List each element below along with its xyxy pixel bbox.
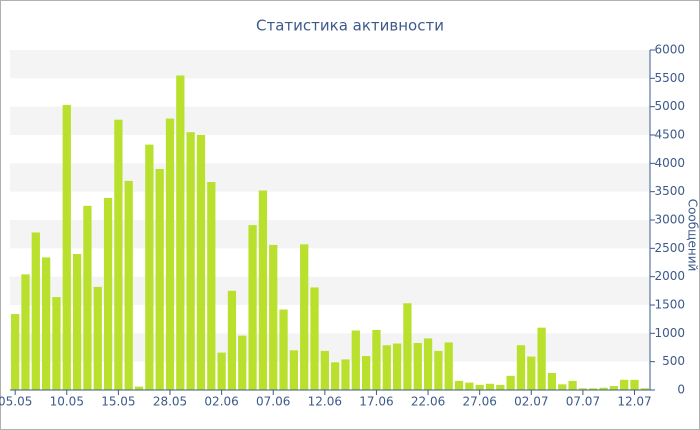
bar [134, 386, 144, 390]
bar [465, 382, 474, 390]
x-tick-label: 27.06 [462, 395, 496, 409]
x-tick-label: 28.05 [153, 395, 187, 409]
bar [62, 104, 71, 390]
y-tick-label: 4500 [654, 128, 685, 142]
bar [527, 356, 536, 390]
x-tick-label: 07.06 [256, 395, 290, 409]
bar [630, 379, 639, 390]
x-tick-label: 15.05 [101, 395, 135, 409]
bar [83, 205, 92, 390]
bar [196, 135, 206, 390]
bar [351, 330, 360, 390]
bar [454, 380, 464, 390]
bar [537, 327, 546, 390]
bar [362, 356, 371, 390]
bar [382, 345, 391, 390]
chart-title: Статистика активности [256, 17, 444, 35]
x-tick-label: 02.07 [514, 395, 548, 409]
bar [114, 119, 123, 390]
grid-band [10, 50, 650, 79]
y-tick-label: 1500 [654, 298, 685, 312]
bar [310, 287, 319, 390]
bar [331, 362, 340, 390]
y-tick-label: 500 [662, 354, 685, 368]
bar [238, 335, 247, 390]
grid-band [10, 106, 650, 135]
bar [341, 359, 350, 390]
x-tick-label: 02.06 [204, 395, 238, 409]
bar [207, 182, 216, 390]
grid-band [10, 163, 650, 192]
y-tick-label: 4000 [654, 156, 685, 170]
bar [269, 244, 278, 390]
bar [475, 384, 484, 390]
bar [392, 343, 402, 390]
bar [217, 352, 226, 390]
bar [300, 244, 309, 390]
bar [568, 380, 577, 390]
bar [423, 338, 433, 390]
bar [403, 303, 412, 390]
bar [52, 297, 61, 390]
bar [227, 290, 237, 390]
bar [31, 232, 40, 390]
bar [124, 180, 133, 390]
bar [93, 286, 102, 390]
y-tick-label: 6000 [654, 43, 685, 57]
bar [279, 309, 288, 390]
y-tick-label: 0 [677, 383, 685, 397]
bar [186, 132, 195, 390]
bar [609, 386, 618, 390]
x-tick-label: 12.07 [617, 395, 651, 409]
bar [516, 345, 526, 390]
bar [42, 257, 51, 390]
bar [21, 274, 30, 390]
x-tick-label: 22.06 [411, 395, 445, 409]
bar [413, 342, 422, 390]
bar [547, 373, 557, 390]
bar [155, 169, 164, 390]
bar [165, 118, 175, 391]
bar [620, 379, 629, 390]
bar [320, 350, 329, 390]
bar [496, 384, 505, 390]
bar [578, 388, 588, 390]
bar [11, 314, 20, 390]
bar [558, 384, 567, 390]
bar [248, 225, 257, 390]
x-tick-label: 12.06 [308, 395, 342, 409]
y-tick-label: 5500 [654, 71, 685, 85]
bar [599, 387, 608, 390]
x-tick-label: 05.05 [0, 395, 32, 409]
bar [485, 383, 495, 390]
y-axis-title: Сообщений [686, 199, 700, 272]
y-tick-label: 1000 [654, 326, 685, 340]
bar [145, 144, 154, 390]
bar [506, 375, 515, 390]
x-tick-label: 10.05 [50, 395, 84, 409]
bar [72, 254, 82, 390]
bar [640, 388, 649, 390]
bar [444, 342, 453, 390]
y-tick-label: 2000 [654, 269, 685, 283]
x-tick-label: 17.06 [359, 395, 393, 409]
bar [258, 190, 268, 390]
y-tick-label: 5000 [654, 99, 685, 113]
y-tick-label: 3000 [654, 213, 685, 227]
bar [103, 197, 113, 390]
bar [589, 388, 598, 390]
bar [289, 350, 298, 390]
bar [176, 75, 185, 390]
bar [434, 350, 443, 390]
bar [372, 329, 381, 390]
x-tick-label: 07.07 [566, 395, 600, 409]
y-tick-label: 2500 [654, 241, 685, 255]
y-tick-label: 3500 [654, 184, 685, 198]
